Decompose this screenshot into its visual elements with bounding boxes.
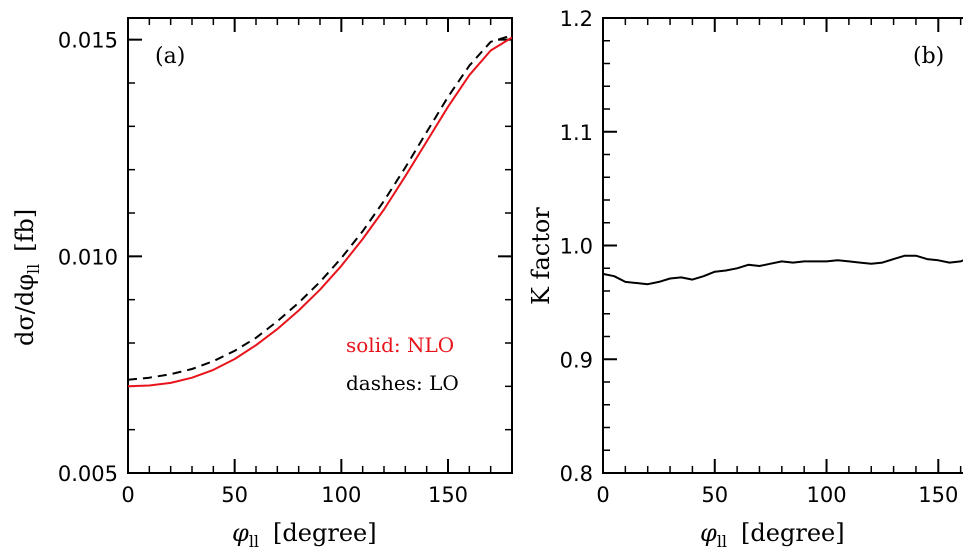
panel-b-ticks: 0 50 100 150 0.8 0.9 1.0 1.1 1.2 — [560, 7, 962, 507]
panel-a-x-axis-title: φll [degree] — [232, 519, 377, 548]
panel-b-y-tick-label: 0.9 — [560, 348, 593, 372]
panel-b-x-title-sub: ll — [717, 532, 727, 548]
panel-b-x-tick-label: 100 — [806, 483, 846, 507]
panel-a-ticks: 0 50 100 150 0.005 0.010 0.015 — [58, 18, 512, 507]
panel-a-y-title-unit: [fb] — [11, 209, 39, 252]
panel-a-label: (a) — [155, 44, 185, 69]
panel-a-y-axis-title: dσ/dφll [fb] — [11, 209, 43, 346]
panel-a-y-tick-label: 0.005 — [58, 462, 118, 486]
panel-b-x-axis-title: φll [degree] — [700, 519, 845, 548]
panel-b-y-axis-title: K factor — [527, 207, 555, 305]
panel-a-series-nlo-line — [127, 36, 513, 388]
panel-a-x-tick-label: 100 — [321, 483, 361, 507]
panel-a-x-tick-label: 50 — [221, 483, 248, 507]
panel-a-frame — [127, 17, 513, 474]
panel-a-y-title-main: dσ/dφ — [11, 274, 39, 346]
panel-b-series — [602, 254, 963, 286]
panel-b-x-tick-label: 150 — [918, 483, 958, 507]
panel-b-series-k-factor-line — [602, 254, 963, 286]
panel-b-label: (b) — [913, 44, 944, 69]
legend-entry-nlo: solid: NLO — [346, 333, 454, 357]
panel-b-x-title-main: φ — [700, 519, 717, 547]
panel-a-x-title-sub: ll — [249, 532, 259, 548]
panel-b-frame — [602, 17, 963, 474]
panel-a-y-tick-label: 0.010 — [58, 245, 118, 269]
panel-a-x-title-main: φ — [232, 519, 249, 547]
panel-b-x-tick-label: 50 — [701, 483, 728, 507]
panel-b-y-tick-label: 1.1 — [560, 121, 593, 145]
panel-a-y-tick-label: 0.015 — [58, 29, 118, 53]
panel-a-series-lo-line — [127, 34, 513, 381]
legend-entry-lo: dashes: LO — [346, 371, 459, 395]
panel-a-y-title-sub: ll — [24, 264, 43, 274]
panel-b-x-title-unit: [degree] — [741, 519, 845, 547]
panel-a-x-tick-label: 0 — [121, 483, 134, 507]
panel-b-x-tick-label: 0 — [596, 483, 609, 507]
panel-a-series — [127, 34, 513, 388]
panel-a-x-tick-label: 150 — [428, 483, 468, 507]
panel-a-x-title-unit: [degree] — [273, 519, 377, 547]
panel-b: 0 50 100 150 0.8 0.9 1.0 1.1 1.2 (b) φll [degree]… — [527, 7, 963, 548]
panel-b-y-tick-label: 1.2 — [560, 7, 593, 31]
panel-b-y-tick-label: 1.0 — [560, 235, 593, 259]
panel-b-y-tick-label: 0.8 — [560, 462, 593, 486]
